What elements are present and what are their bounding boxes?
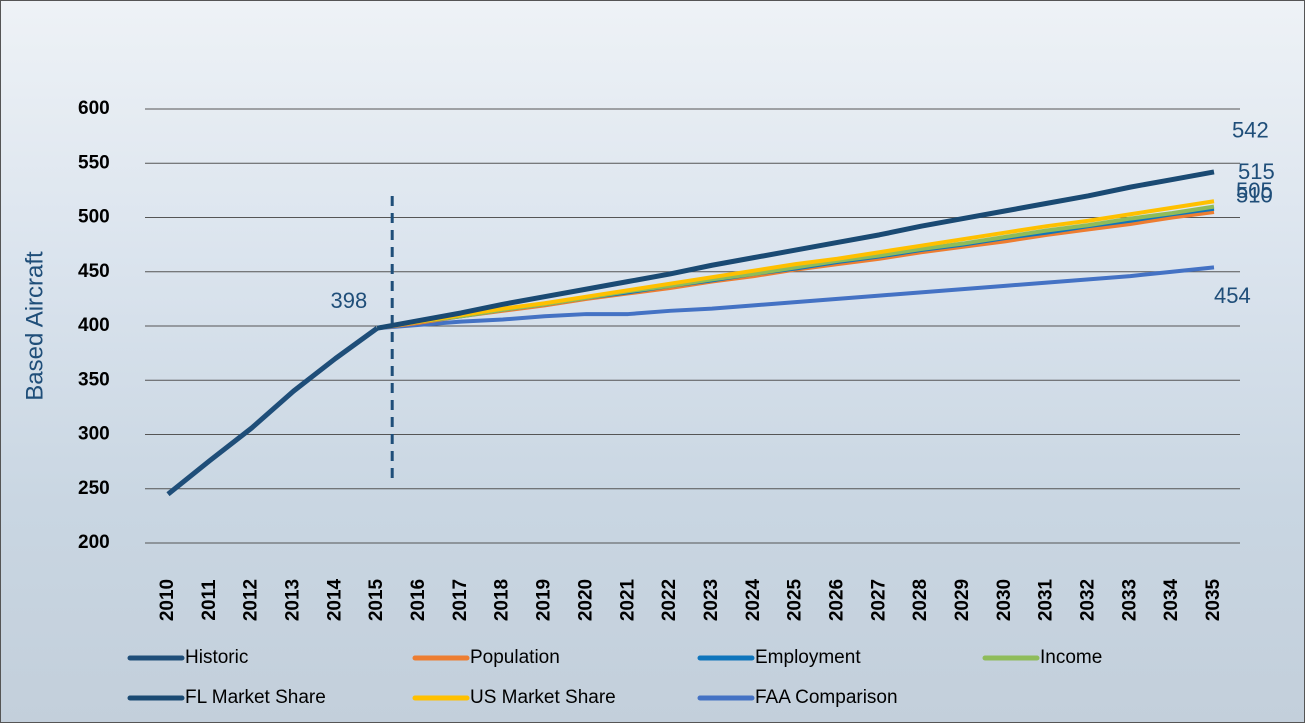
series-line	[166, 326, 379, 497]
y-axis-title: Based Aircraft	[21, 251, 48, 401]
x-tick-label: 2035	[1203, 578, 1224, 621]
x-tick-label: 2033	[1119, 579, 1140, 621]
y-tick-label: 300	[78, 424, 110, 445]
x-tick-label: 2021	[617, 578, 638, 621]
x-tick-label: 2015	[366, 578, 387, 621]
x-tick-label: 2022	[659, 579, 680, 621]
x-tick-label: 2020	[575, 579, 596, 621]
data-label: 515	[1238, 159, 1275, 184]
x-tick-label: 2016	[408, 579, 429, 621]
y-tick-label: 400	[78, 315, 110, 336]
x-tick-label: 2030	[994, 579, 1015, 621]
data-label: 510	[1236, 182, 1273, 207]
legend-label: Income	[1040, 647, 1102, 668]
legend-label: Population	[470, 647, 560, 668]
data-label: 454	[1214, 283, 1251, 308]
y-tick-label: 550	[78, 152, 110, 173]
data-label: 505	[1236, 178, 1273, 203]
series-line	[377, 265, 1215, 331]
x-tick-label: 2013	[283, 579, 304, 621]
y-tick-label: 250	[78, 478, 110, 499]
legend-label: FAA Comparison	[755, 687, 898, 708]
x-tick-label: 2018	[492, 579, 513, 621]
x-tick-label: 2028	[910, 579, 931, 621]
legend-label: FL Market Share	[185, 687, 326, 708]
legend-label: US Market Share	[470, 687, 616, 708]
x-tick-label: 2014	[324, 578, 345, 621]
x-tick-label: 2027	[868, 579, 889, 621]
x-tick-label: 2012	[241, 579, 262, 621]
y-tick-label: 450	[78, 261, 110, 282]
series-line	[376, 169, 1215, 331]
data-label: 542	[1232, 118, 1269, 143]
y-tick-label: 500	[78, 207, 110, 228]
legend-label: Historic	[185, 647, 248, 668]
x-tick-label: 2025	[785, 578, 806, 621]
x-tick-label: 2026	[826, 579, 847, 621]
data-label: 398	[330, 288, 367, 313]
x-tick-label: 2029	[952, 579, 973, 621]
x-tick-label: 2031	[1036, 578, 1057, 621]
series-line	[376, 199, 1215, 331]
y-tick-label: 350	[78, 369, 110, 390]
legend-label: Employment	[755, 647, 861, 668]
x-tick-label: 2024	[743, 578, 764, 621]
x-tick-label: 2011	[199, 579, 220, 621]
x-tick-label: 2017	[450, 579, 471, 621]
y-tick-label: 600	[78, 98, 110, 119]
x-tick-label: 2023	[701, 579, 722, 621]
x-tick-label: 2034	[1161, 578, 1182, 621]
x-tick-label: 2019	[534, 579, 555, 621]
y-tick-label: 200	[78, 532, 110, 553]
x-tick-label: 2032	[1077, 579, 1098, 621]
x-tick-label: 2010	[157, 579, 178, 621]
